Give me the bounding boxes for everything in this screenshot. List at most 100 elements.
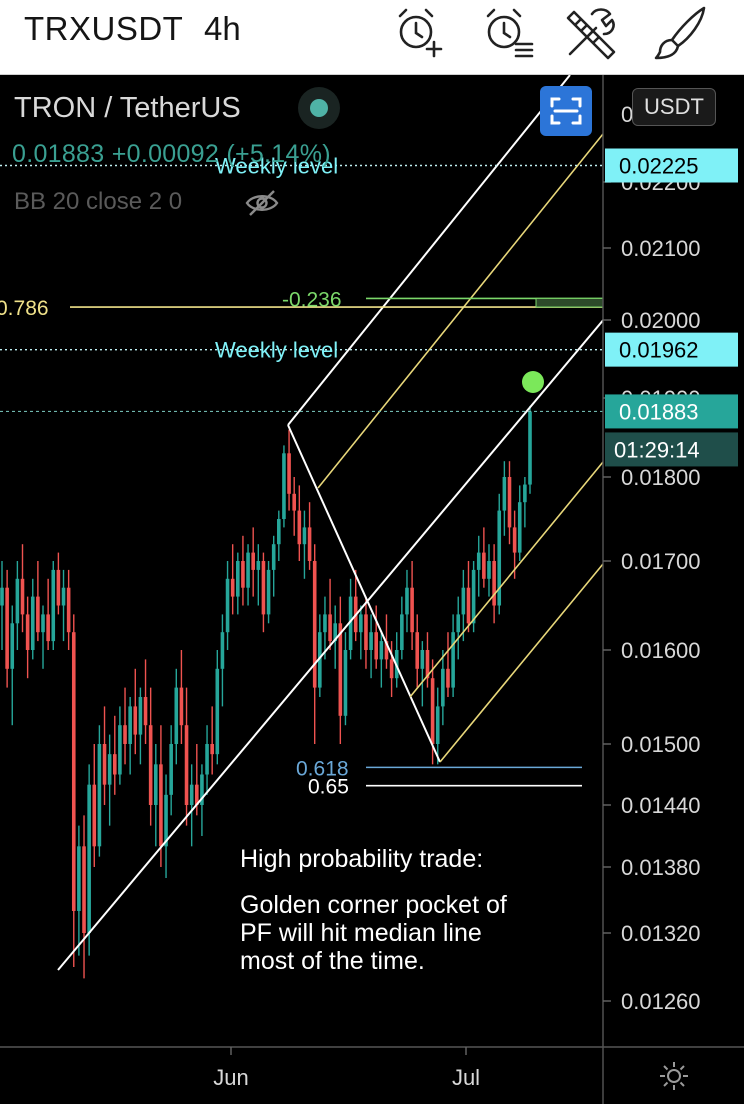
candle-body [189, 784, 194, 805]
candle-body [77, 846, 81, 911]
price-tag-label: 0.02225 [619, 154, 699, 179]
countdown-bg [605, 432, 738, 467]
candle-body [379, 641, 384, 660]
add-alert-icon[interactable] [390, 2, 450, 62]
candle-body [56, 569, 61, 606]
candle-body [282, 453, 286, 519]
candle-body [169, 744, 173, 795]
candle-body [410, 587, 414, 633]
x-tick-label: Jun [213, 1065, 248, 1090]
candle-body [523, 484, 527, 503]
candle-body [143, 697, 148, 726]
candle-body [312, 561, 317, 688]
fullscreen-button[interactable] [540, 86, 592, 136]
candles [0, 405, 532, 979]
annotation-line-4: most of the time. [240, 947, 425, 975]
candle-body [302, 527, 307, 545]
y-tick-label: 0.01600 [621, 638, 701, 663]
timeframe-label[interactable]: 4h [204, 10, 241, 47]
fullscreen-icon [550, 97, 582, 125]
candle-body [482, 552, 486, 579]
candle-body [297, 510, 302, 545]
candle-body [425, 650, 430, 679]
candle-body [46, 614, 50, 642]
price-tag-label: 0.01962 [619, 338, 699, 363]
fib-0618-label: 0.618 [296, 757, 349, 780]
legend-title: TRON / TetherUS [14, 92, 241, 124]
price-axis: 0.022000.021000.020000.019000.018000.017… [0, 75, 744, 1104]
candle-body [123, 725, 127, 744]
symbol-label[interactable]: TRXUSDT [24, 10, 184, 47]
candle-body [179, 687, 184, 726]
tools-icon[interactable] [562, 2, 622, 62]
price-tag: 0.01962 [605, 332, 738, 367]
candle-body [466, 587, 471, 624]
candle-body [133, 706, 138, 735]
indicator-label[interactable]: BB 20 close 2 0 [14, 188, 183, 215]
candle-body [205, 744, 209, 775]
countdown-label: 01:29:14 [614, 437, 700, 462]
candle-body [174, 687, 179, 744]
candle-body [359, 614, 363, 633]
candle-body [328, 614, 332, 642]
candle-body [200, 774, 204, 805]
candle-body [287, 453, 291, 494]
candle-body [435, 706, 440, 744]
candle-body [256, 561, 261, 570]
market-status-dot [298, 87, 340, 129]
candle-body [153, 764, 158, 805]
candle-body [461, 587, 466, 615]
candle-body [502, 477, 507, 511]
candle-body [384, 641, 389, 660]
candle-body [251, 552, 255, 570]
candle-body [71, 632, 76, 911]
y-tick-label: 0.02000 [621, 308, 701, 333]
candle-body [41, 614, 45, 633]
candle-body [451, 632, 455, 688]
candle-body [236, 561, 240, 597]
candle-body [517, 502, 522, 553]
currency-unit-badge[interactable]: USDT [632, 88, 716, 126]
y-tick-label: 0.02100 [621, 236, 701, 261]
candle-body [512, 527, 517, 553]
candle-body [138, 697, 143, 735]
weekly-level-label-1: Weekly level [215, 154, 338, 179]
candle-body [389, 659, 394, 679]
candle-body [10, 623, 15, 669]
candle-body [374, 632, 379, 660]
candle-body [430, 678, 435, 744]
y-tick-label: 0.01320 [621, 921, 701, 946]
annotation-line-3: PF will hit median line [240, 919, 482, 947]
weekly-level-label-2: Weekly level [215, 338, 338, 363]
candle-body [292, 493, 296, 511]
candle-body [487, 561, 491, 579]
alert-list-icon[interactable] [478, 2, 538, 62]
candle-body [215, 668, 220, 755]
price-tag-label: 0.01883 [619, 399, 699, 424]
candle-body [476, 552, 481, 570]
y-tick-label: 0.01500 [621, 732, 701, 757]
candle-body [246, 552, 250, 588]
candle-body [441, 668, 445, 707]
candle-body [87, 784, 91, 933]
y-tick-label-partial: 0 [621, 102, 633, 127]
candle-body [471, 569, 476, 624]
candle-body [107, 754, 112, 785]
candle-body [307, 527, 312, 561]
fib-0786-label: 0.786 [0, 297, 49, 320]
annotation-line-1: High probability trade: [240, 845, 484, 873]
candle-body [456, 614, 461, 633]
candle-body [364, 614, 368, 650]
y-tick-label: 0.01260 [621, 989, 701, 1014]
hidden-eye-icon[interactable] [244, 188, 280, 218]
candle-body [164, 794, 168, 847]
candle-body [128, 706, 132, 744]
settings-icon[interactable] [658, 1060, 690, 1092]
candle-body [271, 544, 276, 570]
y-tick-label: 0.01440 [621, 793, 701, 818]
brush-icon[interactable] [650, 2, 710, 62]
candle-body [348, 596, 353, 650]
candle-body [20, 578, 25, 615]
candle-body [230, 578, 235, 597]
